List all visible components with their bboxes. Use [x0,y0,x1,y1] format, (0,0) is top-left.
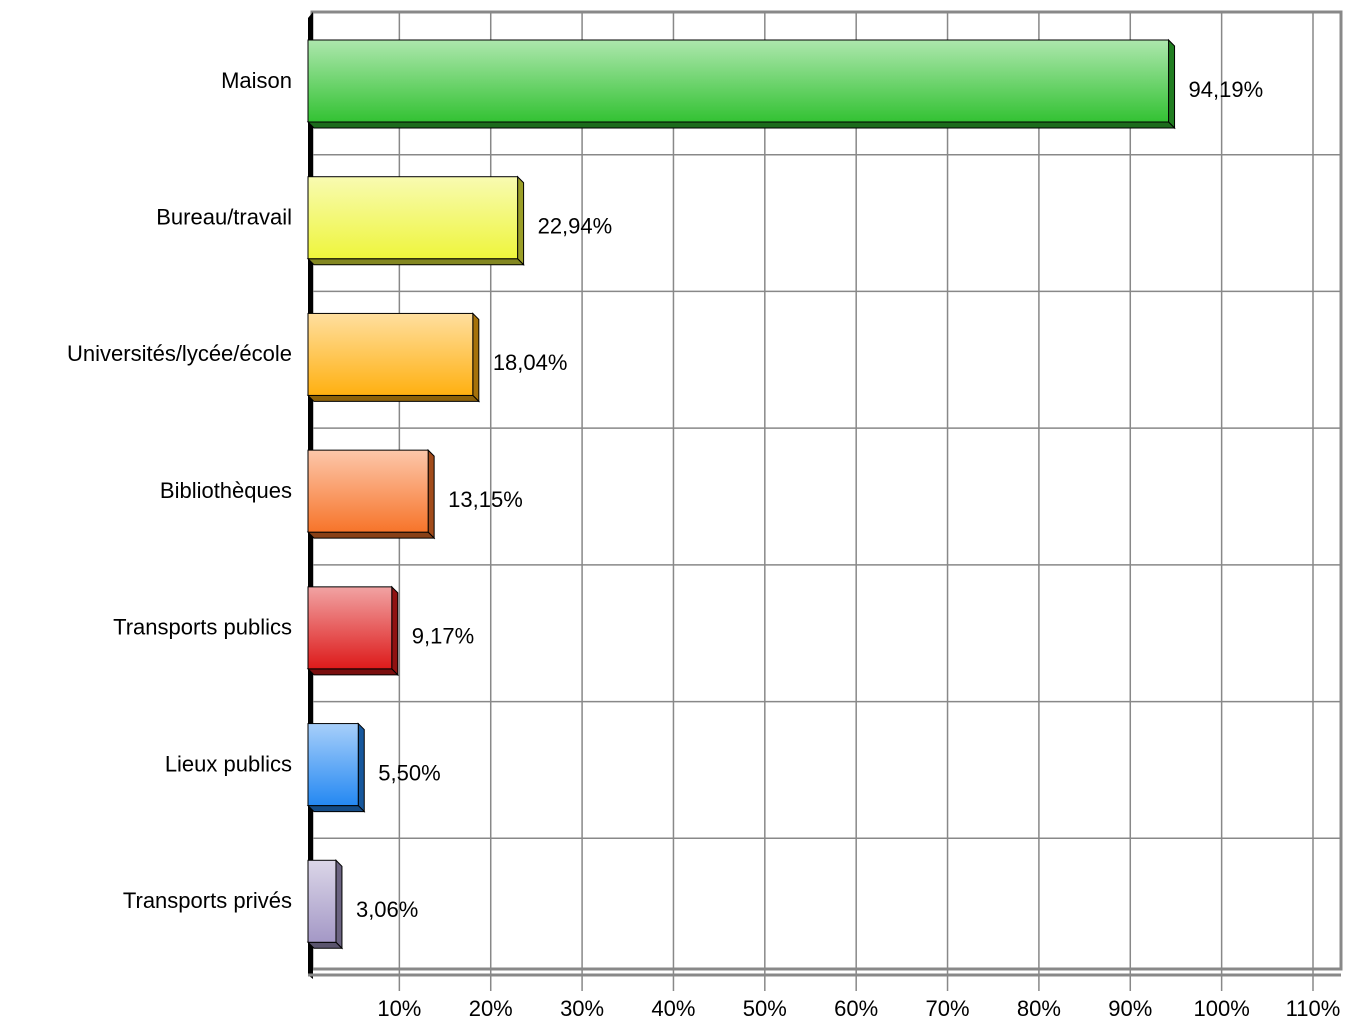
bar-bottom [306,258,525,266]
x-tick-label: 60% [834,996,878,1021]
bar-bottom [306,531,436,539]
value-label: 94,19% [1189,77,1264,102]
x-tick-label: 110% [1286,996,1341,1021]
y-tick-label: Maison [221,68,292,93]
y-tick-label: Universités/lycée/école [67,341,292,366]
value-label: 13,15% [448,487,523,512]
bar-bottom [306,121,1176,129]
bar-bottom [306,668,399,676]
x-tick-label: 50% [743,996,787,1021]
bar-front [307,586,393,670]
y-tick-label: Bibliothèques [160,478,292,503]
value-label: 9,17% [412,624,474,649]
x-tick-label: 10% [377,996,421,1021]
bar [306,175,525,266]
bar-bottom [306,941,344,949]
y-tick-label: Transports publics [113,615,292,640]
bar [306,38,1176,130]
bar-side [391,585,399,677]
value-label: 5,50% [378,760,440,785]
bar-side [1168,38,1176,130]
bar [306,448,436,540]
x-tick-label: 30% [560,996,604,1021]
y-tick-label: Lieux publics [165,751,292,776]
bar [306,859,344,950]
bar-side [517,175,525,266]
value-label: 3,06% [356,897,418,922]
y-tick-label: Transports privés [123,888,292,913]
x-tick-label: 20% [469,996,513,1021]
bar-front [307,449,429,533]
value-label: 18,04% [493,350,568,375]
bar-side [427,448,435,540]
bar-front [307,723,359,807]
y-tick-label: Bureau/travail [156,205,292,230]
x-tick-label: 40% [651,996,695,1021]
value-label: 22,94% [538,214,613,239]
bar-front [307,859,337,943]
bar [306,722,366,813]
bar-front [307,312,474,396]
bar-side [335,859,343,950]
bar-side [472,312,480,403]
bar-side [357,722,365,813]
x-tick-label: 70% [926,996,970,1021]
bar [306,312,481,403]
bar-front [307,39,1170,123]
bar-bottom [306,805,366,813]
x-tick-label: 90% [1108,996,1152,1021]
bar-bottom [306,394,481,402]
x-tick-label: 80% [1017,996,1061,1021]
bar-front [307,176,519,260]
bar [306,585,399,677]
x-tick-label: 100% [1193,996,1249,1021]
